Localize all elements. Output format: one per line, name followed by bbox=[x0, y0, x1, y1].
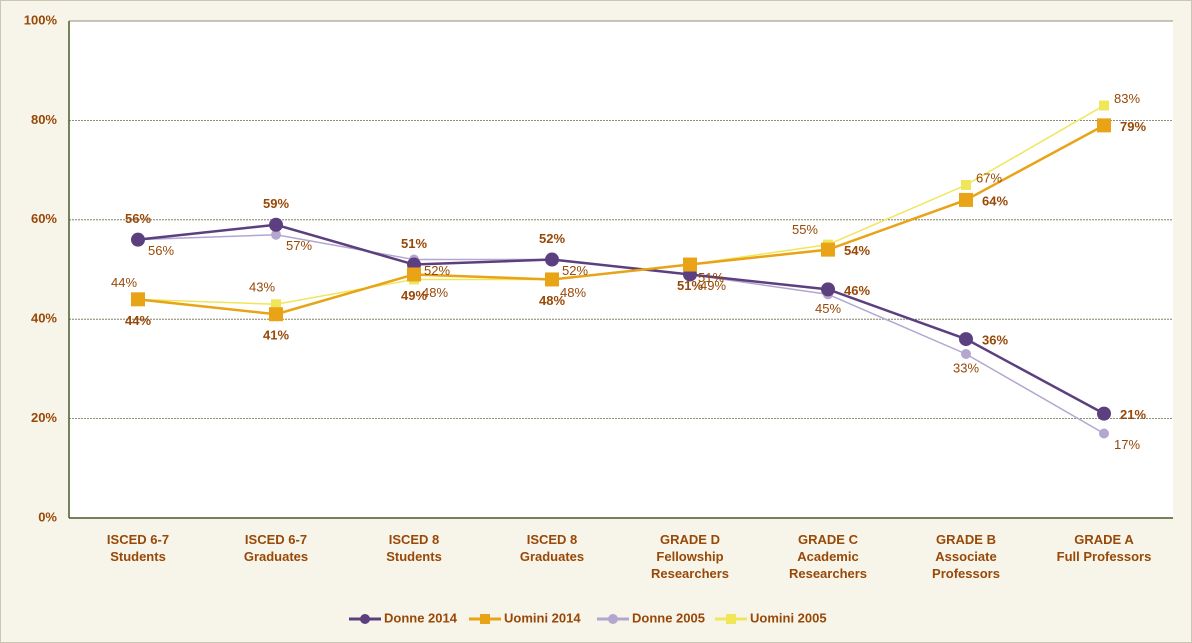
y-tick-label: 100% bbox=[24, 12, 58, 27]
legend-marker bbox=[480, 614, 490, 624]
x-tick-label: GRADE C Academic Researchers bbox=[788, 532, 868, 581]
data-label: 79% bbox=[1120, 119, 1146, 134]
data-label: 52% bbox=[424, 263, 450, 278]
marker bbox=[407, 267, 421, 282]
data-label: 17% bbox=[1114, 437, 1140, 452]
marker bbox=[131, 292, 145, 307]
data-label: 45% bbox=[815, 301, 841, 316]
data-label: 48% bbox=[560, 285, 586, 300]
data-label: 64% bbox=[982, 193, 1008, 208]
y-tick-label: 60% bbox=[31, 211, 57, 226]
y-tick-label: 40% bbox=[31, 311, 57, 326]
x-tick-label: ISCED 6-7 Students bbox=[106, 532, 170, 564]
marker bbox=[1097, 118, 1111, 133]
legend-marker bbox=[608, 614, 618, 624]
marker bbox=[269, 307, 283, 322]
y-tick-label: 0% bbox=[38, 509, 57, 524]
marker bbox=[961, 348, 971, 359]
data-label: 33% bbox=[953, 360, 979, 375]
data-label: 44% bbox=[125, 313, 151, 328]
data-label: 59% bbox=[263, 196, 289, 211]
marker bbox=[959, 332, 973, 347]
marker bbox=[131, 232, 145, 247]
x-tick-label: ISCED 6-7 Graduates bbox=[243, 532, 309, 564]
legend-label: Uomini 2005 bbox=[750, 610, 827, 625]
data-label: 46% bbox=[844, 283, 870, 298]
marker bbox=[961, 180, 971, 191]
marker bbox=[271, 299, 281, 310]
marker bbox=[545, 272, 559, 287]
data-label: 43% bbox=[249, 280, 275, 295]
marker bbox=[1099, 100, 1109, 111]
series-line bbox=[137, 223, 1105, 415]
x-tick-label: ISCED 8 Students bbox=[386, 532, 442, 564]
data-label: 83% bbox=[1114, 91, 1140, 106]
marker bbox=[545, 252, 559, 267]
data-label: 51% bbox=[677, 278, 703, 293]
data-label: 36% bbox=[982, 333, 1008, 348]
series-line bbox=[137, 124, 1105, 316]
data-label: 51% bbox=[698, 270, 724, 285]
data-label: 54% bbox=[844, 243, 870, 258]
data-label: 44% bbox=[111, 275, 137, 290]
data-label: 56% bbox=[148, 243, 174, 258]
plot-area bbox=[69, 21, 1173, 518]
marker bbox=[821, 242, 835, 257]
legend-marker bbox=[726, 614, 736, 624]
data-label: 55% bbox=[792, 222, 818, 237]
data-label: 21% bbox=[1120, 407, 1146, 422]
legend-label: Donne 2005 bbox=[632, 610, 705, 625]
marker bbox=[821, 282, 835, 297]
marker bbox=[1097, 406, 1111, 421]
x-tick-label: GRADE A Full Professors bbox=[1056, 532, 1152, 564]
y-tick-label: 80% bbox=[31, 112, 57, 127]
legend-marker bbox=[360, 614, 370, 624]
data-label: 48% bbox=[422, 285, 448, 300]
data-label: 49% bbox=[401, 288, 427, 303]
marker bbox=[271, 229, 281, 240]
x-tick-label: GRADE B Associate Professors bbox=[932, 532, 1000, 581]
legend-label: Donne 2014 bbox=[384, 610, 458, 625]
data-label: 51% bbox=[401, 236, 427, 251]
x-tick-label: ISCED 8 Graduates bbox=[519, 532, 585, 564]
marker bbox=[269, 217, 283, 232]
data-label: 57% bbox=[286, 238, 312, 253]
x-tick-label: GRADE D Fellowship Researchers bbox=[650, 532, 730, 581]
legend-label: Uomini 2014 bbox=[504, 610, 581, 625]
data-label: 52% bbox=[539, 231, 565, 246]
data-label: 41% bbox=[263, 328, 289, 343]
data-label: 48% bbox=[539, 293, 565, 308]
marker bbox=[959, 192, 973, 207]
data-label: 67% bbox=[976, 170, 1002, 185]
data-label: 56% bbox=[125, 211, 151, 226]
y-tick-label: 20% bbox=[31, 410, 57, 425]
data-label: 52% bbox=[562, 263, 588, 278]
marker bbox=[683, 257, 697, 272]
marker bbox=[1099, 428, 1109, 439]
data-label: 49% bbox=[700, 278, 726, 293]
